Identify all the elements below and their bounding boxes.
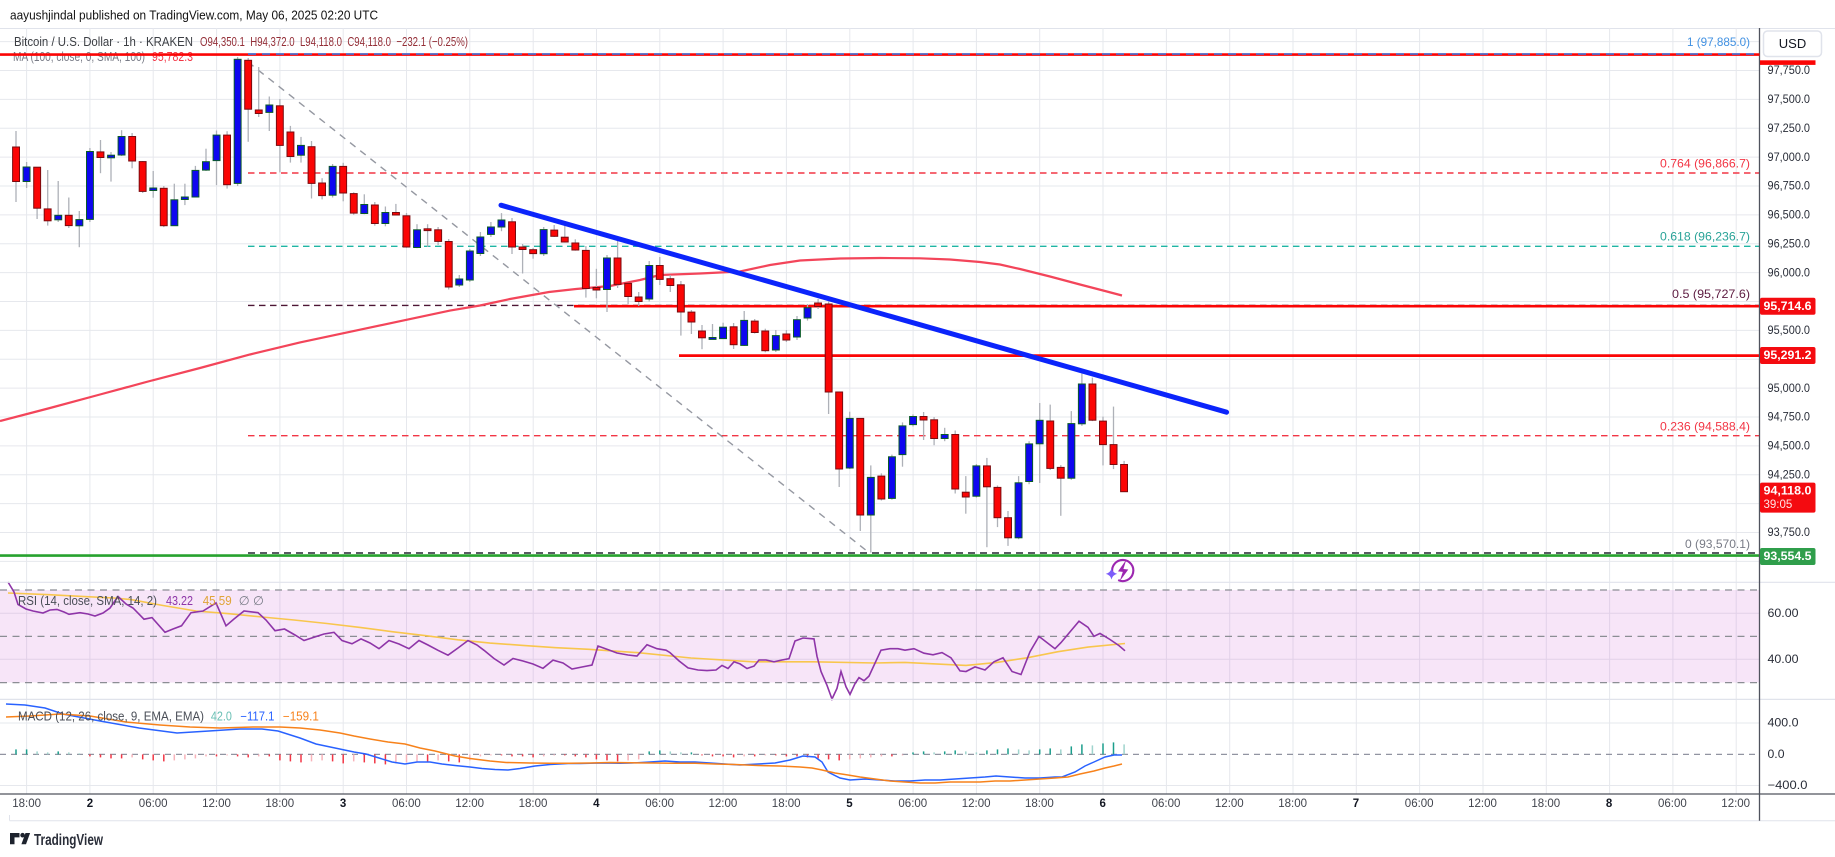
svg-text:93,750.0: 93,750.0	[1768, 525, 1811, 539]
svg-text:7: 7	[1353, 798, 1359, 810]
svg-text:12:00: 12:00	[202, 798, 231, 810]
svg-text:400.0: 400.0	[1768, 716, 1799, 730]
svg-text:06:00: 06:00	[1658, 798, 1687, 810]
svg-text:Bitcoin / U.S. Dollar · 1h · K: Bitcoin / U.S. Dollar · 1h · KRAKEN	[14, 34, 193, 49]
svg-text:06:00: 06:00	[1405, 798, 1434, 810]
svg-text:−117.1: −117.1	[240, 710, 274, 724]
svg-text:06:00: 06:00	[1152, 798, 1181, 810]
svg-text:TradingView: TradingView	[34, 832, 104, 849]
svg-text:95,782.3: 95,782.3	[152, 50, 193, 64]
svg-text:06:00: 06:00	[898, 798, 927, 810]
svg-text:97,000.0: 97,000.0	[1768, 150, 1811, 164]
svg-text:06:00: 06:00	[645, 798, 674, 810]
svg-text:95,291.2: 95,291.2	[1764, 348, 1812, 362]
svg-text:42.0: 42.0	[211, 710, 232, 724]
svg-text:94,118.0: 94,118.0	[1764, 483, 1812, 497]
svg-text:97,250.0: 97,250.0	[1768, 121, 1811, 135]
svg-text:18:00: 18:00	[1278, 798, 1307, 810]
svg-text:45.59: 45.59	[203, 594, 232, 608]
svg-text:12:00: 12:00	[1215, 798, 1244, 810]
svg-text:97,750.0: 97,750.0	[1768, 63, 1811, 77]
svg-text:18:00: 18:00	[265, 798, 294, 810]
svg-text:0.0: 0.0	[1768, 747, 1785, 761]
svg-text:97,500.0: 97,500.0	[1768, 92, 1811, 106]
svg-text:MACD (12, 26, close, 9, EMA, E: MACD (12, 26, close, 9, EMA, EMA)	[18, 710, 204, 724]
svg-text:12:00: 12:00	[962, 798, 991, 810]
svg-text:40.00: 40.00	[1768, 652, 1799, 666]
svg-text:USD: USD	[1779, 36, 1806, 51]
svg-text:96,750.0: 96,750.0	[1768, 179, 1811, 193]
svg-text:0.5 (95,727.6): 0.5 (95,727.6)	[1672, 287, 1750, 301]
svg-text:43.22: 43.22	[166, 594, 193, 608]
svg-text:96,250.0: 96,250.0	[1768, 236, 1811, 250]
svg-text:MA (100, close, 0, SMA, 100): MA (100, close, 0, SMA, 100)	[13, 50, 145, 64]
svg-text:5: 5	[846, 798, 853, 810]
svg-text:18:00: 18:00	[772, 798, 801, 810]
svg-text:95,000.0: 95,000.0	[1768, 381, 1811, 395]
svg-text:18:00: 18:00	[1531, 798, 1560, 810]
svg-text:94,500.0: 94,500.0	[1768, 439, 1811, 453]
svg-text:0 (93,570.1): 0 (93,570.1)	[1685, 537, 1750, 551]
svg-text:60.00: 60.00	[1768, 606, 1799, 620]
svg-text:96,500.0: 96,500.0	[1768, 208, 1811, 222]
svg-text:18:00: 18:00	[12, 798, 41, 810]
svg-text:2: 2	[87, 798, 93, 810]
svg-text:12:00: 12:00	[1721, 798, 1750, 810]
svg-text:06:00: 06:00	[139, 798, 168, 810]
svg-text:0.618 (96,236.7): 0.618 (96,236.7)	[1660, 229, 1750, 243]
svg-text:06:00: 06:00	[392, 798, 421, 810]
svg-text:94,750.0: 94,750.0	[1768, 410, 1811, 424]
svg-text:6: 6	[1099, 798, 1105, 810]
svg-text:4: 4	[593, 798, 600, 810]
svg-text:8: 8	[1606, 798, 1613, 810]
svg-text:−400.0: −400.0	[1768, 778, 1808, 792]
svg-text:96,000.0: 96,000.0	[1768, 265, 1811, 279]
svg-text:0.764 (96,866.7): 0.764 (96,866.7)	[1660, 157, 1750, 171]
svg-text:∅ ∅: ∅ ∅	[239, 594, 264, 608]
svg-text:12:00: 12:00	[1468, 798, 1497, 810]
svg-text:18:00: 18:00	[519, 798, 548, 810]
svg-text:RSI (14, close, SMA, 14, 2): RSI (14, close, SMA, 14, 2)	[18, 594, 157, 608]
svg-text:12:00: 12:00	[455, 798, 484, 810]
svg-text:95,714.6: 95,714.6	[1764, 299, 1812, 313]
svg-text:−159.1: −159.1	[283, 710, 319, 724]
svg-text:0.236 (94,588.4): 0.236 (94,588.4)	[1660, 419, 1750, 433]
svg-text:O94,350.1 H94,372.0 L94,118.: O94,350.1 H94,372.0 L94,118.0 C94,118.0 …	[200, 34, 468, 49]
svg-text:93,554.5: 93,554.5	[1764, 549, 1812, 563]
svg-text:1 (97,885.0): 1 (97,885.0)	[1687, 35, 1750, 49]
svg-text:95,500.0: 95,500.0	[1768, 323, 1811, 337]
svg-text:3: 3	[340, 798, 346, 810]
svg-text:39:05: 39:05	[1764, 499, 1793, 511]
svg-text:aayushjindal published on Trad: aayushjindal published on TradingView.co…	[10, 8, 378, 23]
svg-text:12:00: 12:00	[709, 798, 738, 810]
svg-text:94,250.0: 94,250.0	[1768, 467, 1811, 481]
svg-text:18:00: 18:00	[1025, 798, 1054, 810]
